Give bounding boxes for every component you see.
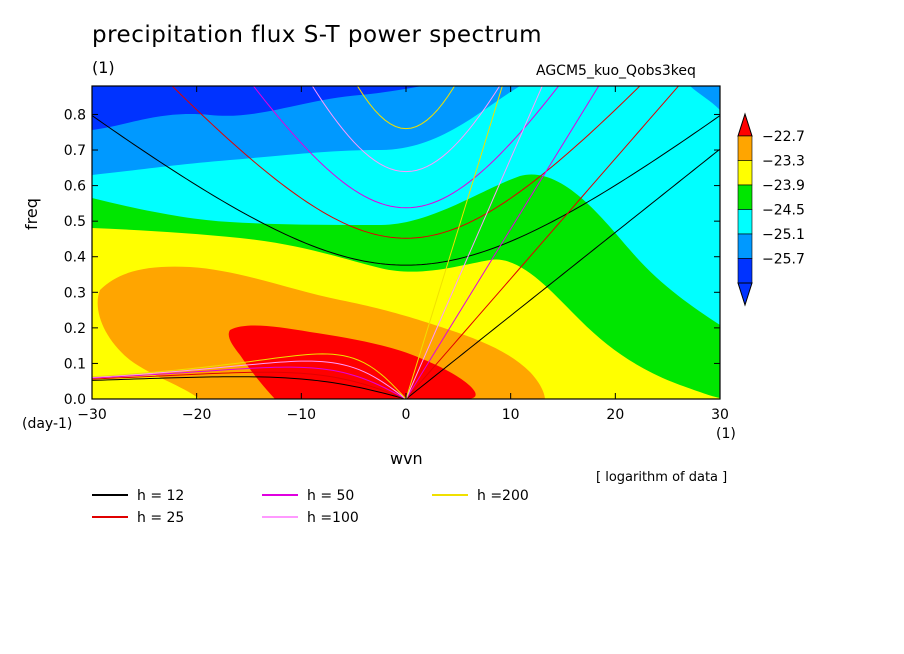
kelvin-wave-curve [405,86,600,399]
axes: −30 −20 −10 0 10 20 30 0.0 0.1 0.2 0.3 0.4 0.5 0.6 0.7… [64,86,729,423]
y-tick-label: 0.2 [64,321,86,337]
colorbar-label: −25.1 [762,227,805,243]
top-unit-label: (1) [92,58,115,77]
kelvin-wave-curve [405,86,543,399]
x-axis-unit: (1) [716,426,736,442]
x-tick-label: 30 [711,407,729,423]
colorbar-label: −24.5 [762,203,805,219]
x-tick-label: −10 [287,407,317,423]
y-tick-label: 0.5 [64,214,86,230]
colorbar-segment [737,233,753,259]
y-tick-label: 0.6 [64,179,86,195]
gravity-wave-curve [92,115,720,266]
rossby-wave-curve [92,353,407,399]
colorbar-label: −22.7 [762,129,805,145]
rossby-wave-curve [92,360,407,399]
colorbar-bottom-arrow [737,282,753,307]
x-tick-label: 20 [606,407,624,423]
legend-label: h =100 [307,510,359,526]
colorbar-segment [737,184,753,210]
rossby-wave-curve [92,376,407,399]
legend-label: h = 12 [137,488,184,504]
x-tick-label: −30 [77,407,107,423]
dataset-label: AGCM5_kuo_Qobs3keq [536,63,696,79]
legend: h = 12 h = 25 h = 50 h =100 h =200 [92,488,529,526]
y-axis-unit: (day-1) [22,416,73,432]
colorbar: −22.7 −23.3 −23.9 −24.5 −25.1 −25.7 [737,112,805,307]
kelvin-wave-curve [405,148,720,399]
legend-label: h = 50 [307,488,354,504]
chart-title: precipitation flux S-T power spectrum [92,22,543,48]
gravity-wave-curve [252,86,560,209]
colorbar-segment [737,160,753,186]
rossby-wave-curve [92,371,407,399]
colorbar-top-arrow [737,112,753,137]
gravity-wave-curve [171,86,641,239]
colorbar-segment [737,135,753,161]
y-tick-label: 0.7 [64,143,86,159]
y-tick-label: 0.1 [64,356,86,372]
y-tick-label: 0.8 [64,107,86,123]
colorbar-label: −23.3 [762,154,805,170]
data-note: [ logarithm of data ] [596,470,728,485]
legend-label: h = 25 [137,510,184,526]
dispersion-curves [92,86,720,399]
y-tick-label: 0.0 [64,392,86,408]
colorbar-segment [737,209,753,235]
x-axis-label: wvn [390,449,423,468]
gravity-wave-curve [311,86,501,173]
gravity-wave-curve [356,86,456,130]
x-tick-label: 0 [402,407,411,423]
colorbar-segment [737,258,753,284]
rossby-wave-curve [92,366,407,399]
y-tick-label: 0.4 [64,250,86,266]
x-tick-label: 10 [502,407,520,423]
x-tick-label: −20 [182,407,212,423]
colorbar-label: −23.9 [762,178,805,194]
contour-fill [92,86,720,399]
colorbar-label: −25.7 [762,252,805,268]
kelvin-wave-curve [405,86,503,399]
legend-label: h =200 [477,488,529,504]
y-tick-label: 0.3 [64,285,86,301]
kelvin-wave-curve [405,86,680,399]
